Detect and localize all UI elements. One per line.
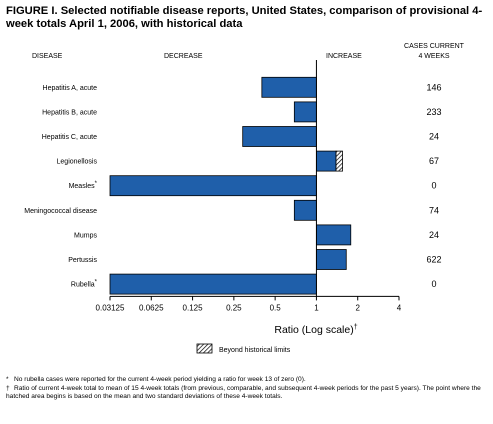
- bar: [261, 76, 317, 98]
- bar: [293, 199, 317, 221]
- bar: [316, 150, 337, 172]
- axis-title: Ratio (Log scale)†: [274, 324, 357, 336]
- cases-value: 233: [426, 107, 441, 117]
- header-decrease: DECREASE: [164, 53, 203, 60]
- cases-value: 146: [426, 82, 441, 92]
- cases-value: 0: [431, 181, 436, 191]
- footnote-2: † Ratio of current 4-week total to mean o…: [6, 385, 486, 401]
- footnote-2-mark: †: [6, 385, 10, 392]
- category-label: Measles*: [69, 181, 98, 190]
- category-label: Rubella*: [71, 280, 98, 289]
- bar: [109, 273, 317, 295]
- category-label: Hepatitis B, acute: [42, 109, 97, 116]
- footnote-1-text: No rubella cases were reported for the c…: [14, 376, 306, 383]
- cases-value: 67: [429, 156, 439, 166]
- category-label-mark: *: [95, 181, 98, 187]
- axis-title-text: Ratio (Log scale): [274, 324, 353, 336]
- x-tick-label: 0.03125: [96, 303, 125, 312]
- category-label: Pertussis: [68, 257, 97, 264]
- header-cases-line2: 4 WEEKS: [418, 53, 449, 60]
- x-tick-label: 0.0625: [139, 303, 164, 312]
- x-tick-label: 1: [314, 303, 319, 312]
- x-tick-label: 0.125: [183, 303, 204, 312]
- header-increase: INCREASE: [326, 53, 362, 60]
- category-label: Legionellosis: [57, 159, 98, 166]
- x-tick-label: 0.5: [270, 303, 282, 312]
- bar: [316, 249, 347, 270]
- x-tick-label: 0.25: [226, 303, 242, 312]
- category-label: Hepatitis A, acute: [43, 85, 98, 92]
- bar: [109, 175, 317, 197]
- cases-value: 24: [429, 230, 439, 240]
- cases-value: 74: [429, 205, 439, 215]
- footnote-1-mark: *: [6, 376, 9, 383]
- category-label: Hepatitis C, acute: [42, 134, 97, 141]
- plot-area: Hepatitis A, acute 146 Hepatitis B, acute 2…: [24, 60, 442, 312]
- cases-value: 622: [426, 255, 441, 265]
- bar-hatched-segment: [335, 150, 343, 172]
- bar: [242, 126, 317, 147]
- category-label: Meningococcal disease: [24, 208, 97, 215]
- x-tick-label: 4: [397, 303, 402, 312]
- legend-label: Beyond historical limits: [219, 347, 291, 354]
- header-cases-line1: CASES CURRENT: [404, 43, 465, 50]
- footnote-1: * No rubella cases were reported for the …: [6, 376, 486, 384]
- figure-title: FIGURE I. Selected notifiable disease re…: [6, 5, 483, 30]
- axis-title-mark: †: [354, 324, 358, 331]
- category-label-mark: *: [95, 280, 98, 286]
- footnote-2-text: Ratio of current 4-week total to mean of…: [6, 385, 481, 400]
- category-label: Mumps: [74, 232, 97, 239]
- cases-value: 0: [431, 279, 436, 289]
- bar: [293, 101, 317, 123]
- bar: [316, 224, 352, 246]
- header-disease: DISEASE: [32, 53, 63, 60]
- x-tick-label: 2: [355, 303, 360, 312]
- legend-hatch-swatch: [196, 343, 213, 354]
- cases-value: 24: [429, 132, 439, 142]
